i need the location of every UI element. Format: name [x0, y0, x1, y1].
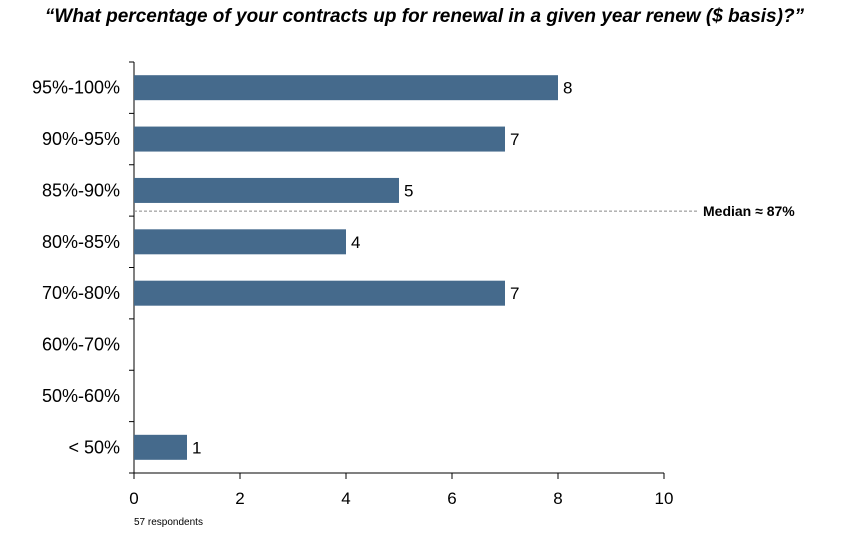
x-tick-label: 10: [655, 489, 674, 508]
bar: [134, 434, 187, 460]
category-label: 80%-85%: [42, 232, 120, 252]
category-label: 85%-90%: [42, 180, 120, 200]
bar: [134, 126, 505, 152]
x-tick-label: 8: [553, 489, 562, 508]
category-label: 70%-80%: [42, 283, 120, 303]
median-label: Median ≈ 87%: [703, 203, 795, 219]
data-label: 7: [510, 130, 519, 149]
bar: [134, 229, 346, 255]
chart-title: “What percentage of your contracts up fo…: [44, 6, 805, 27]
data-label: 4: [351, 233, 360, 252]
category-label: 60%-70%: [42, 335, 120, 355]
data-label: 7: [510, 284, 519, 303]
data-label: 1: [192, 438, 201, 457]
x-tick-label: 2: [235, 489, 244, 508]
bar: [134, 177, 399, 203]
category-label: 90%-95%: [42, 129, 120, 149]
respondents-note: 57 respondents: [134, 517, 203, 528]
x-tick-label: 6: [447, 489, 456, 508]
data-label: 5: [404, 181, 413, 200]
bar: [134, 75, 558, 101]
category-label: 50%-60%: [42, 386, 120, 406]
data-label: 8: [563, 79, 572, 98]
bars: [134, 75, 558, 460]
bar: [134, 280, 505, 306]
category-label: < 50%: [68, 437, 120, 457]
category-label: 95%-100%: [32, 78, 120, 98]
x-tick-label: 0: [129, 489, 138, 508]
axes: [129, 61, 697, 479]
labels: 0 2 4 6 8 10 95%-100% 8 90%-95% 7 85%-90% 5 80%-85% 4…: [32, 78, 795, 528]
x-tick-label: 4: [341, 489, 350, 508]
